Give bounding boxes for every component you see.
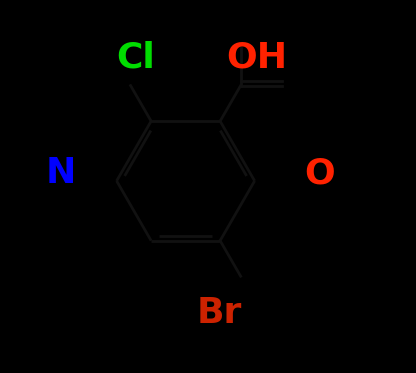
Text: Cl: Cl xyxy=(116,41,155,75)
Text: OH: OH xyxy=(226,41,287,75)
Text: Br: Br xyxy=(196,296,242,330)
Text: N: N xyxy=(45,156,76,191)
Text: O: O xyxy=(305,156,335,191)
